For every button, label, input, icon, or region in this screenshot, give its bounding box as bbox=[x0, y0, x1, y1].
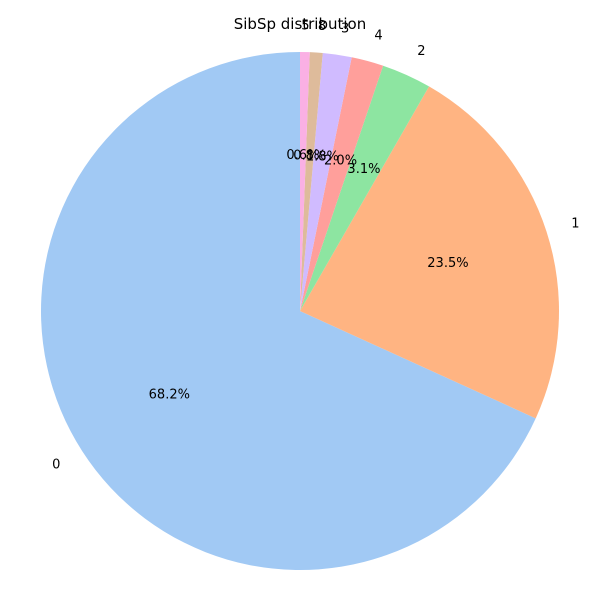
percent-label-8: 0.8% bbox=[293, 148, 326, 163]
pie-slice-1 bbox=[300, 86, 559, 419]
category-label-1: 1 bbox=[571, 216, 579, 231]
category-label-5: 5 bbox=[301, 19, 309, 34]
chart-title: SibSp distribution bbox=[234, 15, 367, 33]
category-label-3: 3 bbox=[341, 22, 349, 37]
pie-labels: 0 68.2% 1 23.5% 2 3.1% 4 2.0% 3 1.8% 8 0.8% 5 0.6% bbox=[52, 19, 579, 473]
category-label-8: 8 bbox=[318, 19, 326, 34]
category-label-0: 0 bbox=[52, 458, 60, 473]
pie-slice-0 bbox=[40, 52, 536, 570]
category-label-4: 4 bbox=[374, 28, 382, 43]
pie-slice-5 bbox=[300, 52, 310, 311]
category-label-2: 2 bbox=[417, 44, 425, 59]
percent-label-5: 0.6% bbox=[286, 148, 319, 163]
pie-slice-8 bbox=[300, 52, 323, 312]
percent-label-0: 68.2% bbox=[149, 388, 190, 403]
pie-slice-3 bbox=[300, 53, 352, 311]
percent-label-1: 23.5% bbox=[427, 256, 468, 271]
percent-label-2: 3.1% bbox=[347, 162, 380, 177]
percent-label-4: 2.0% bbox=[324, 153, 357, 168]
pie-slice-2 bbox=[300, 65, 430, 311]
percent-label-3: 1.8% bbox=[306, 150, 339, 165]
pie-slice-4 bbox=[300, 57, 384, 311]
pie-slices bbox=[40, 52, 559, 570]
